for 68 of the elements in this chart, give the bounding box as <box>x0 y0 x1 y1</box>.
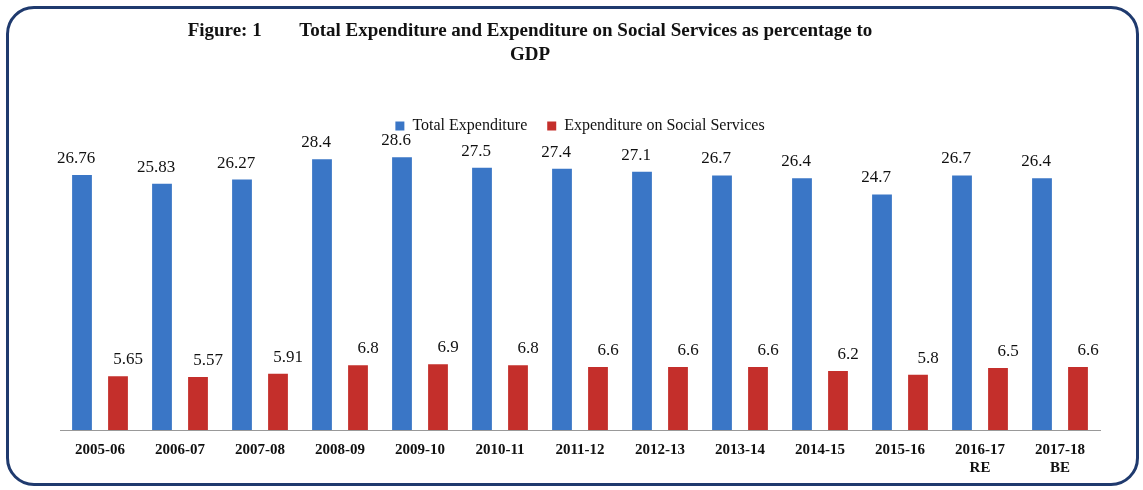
x-tick-label: 2017-18 BE <box>1035 440 1085 475</box>
chart-title: Figure: 1 Total Expenditure and Expenditure on Social Services as percentage to GDP <box>186 18 874 66</box>
bar <box>792 178 812 430</box>
bar <box>268 373 288 430</box>
data-label: 26.27 <box>216 152 256 172</box>
bar <box>312 159 332 430</box>
data-label: 26.4 <box>781 151 812 171</box>
data-label: 6.8 <box>517 338 539 358</box>
bar <box>952 175 972 430</box>
data-label: 6.6 <box>1077 340 1099 360</box>
data-label: 6.6 <box>597 340 619 360</box>
data-label: 27.1 <box>621 144 651 164</box>
x-tick-label: 2011-12 <box>555 440 605 457</box>
data-label: 28.4 <box>301 132 332 152</box>
x-tick-label: 2007-08 <box>235 440 285 457</box>
legend-label: Total Expenditure <box>412 116 528 135</box>
data-label: 27.5 <box>461 140 491 160</box>
bar <box>72 174 92 430</box>
x-tick-label: 2015-16 <box>875 440 926 457</box>
bar <box>508 365 528 430</box>
bar <box>588 367 608 430</box>
bar <box>188 376 208 430</box>
data-label: 6.6 <box>677 340 699 360</box>
data-label: 6.2 <box>837 343 859 363</box>
bar <box>988 368 1008 430</box>
bar <box>632 171 652 430</box>
data-label: 5.57 <box>193 349 224 369</box>
legend-label: Expenditure on Social Services <box>564 116 765 135</box>
bar <box>428 364 448 430</box>
data-label: 5.91 <box>273 346 303 366</box>
bar <box>908 374 928 430</box>
x-tick-label: 2008-09 <box>315 440 365 457</box>
x-tick-label: 2014-15 <box>795 440 845 457</box>
data-label: 26.7 <box>701 148 732 168</box>
bar <box>392 157 412 430</box>
bar <box>348 365 368 430</box>
data-label: 24.7 <box>861 167 892 187</box>
data-label: 6.6 <box>757 340 779 360</box>
data-label: 28.6 <box>381 130 411 150</box>
data-label: 26.7 <box>941 148 972 168</box>
bar <box>1068 367 1088 430</box>
x-tick-label: 2012-13 <box>635 440 685 457</box>
bar <box>1032 178 1052 430</box>
x-tick-label: 2010-11 <box>475 440 525 457</box>
x-tick-label: 2006-07 <box>155 440 206 457</box>
bar <box>232 179 252 430</box>
data-label: 5.65 <box>113 349 143 369</box>
data-label: 6.5 <box>997 341 1019 360</box>
bar <box>152 183 172 430</box>
bar <box>668 367 688 430</box>
data-label: 27.4 <box>541 141 572 161</box>
data-label: 25.83 <box>136 156 176 176</box>
x-tick-label: 2005-06 <box>75 440 126 457</box>
bar <box>828 370 848 430</box>
bar <box>108 376 128 430</box>
data-label: 26.76 <box>56 147 96 167</box>
x-tick-label: 2013-14 <box>715 440 766 457</box>
bar <box>552 168 572 430</box>
data-label: 26.4 <box>1021 151 1052 171</box>
data-label: 6.9 <box>437 337 459 357</box>
x-tick-label: 2009-10 <box>395 440 445 457</box>
bar <box>712 175 732 430</box>
bar <box>872 194 892 430</box>
bar <box>748 367 768 430</box>
bar <box>472 167 492 430</box>
data-label: 5.8 <box>917 347 939 367</box>
data-label: 6.8 <box>357 338 379 358</box>
x-tick-label: 2016-17 RE <box>955 440 1006 475</box>
